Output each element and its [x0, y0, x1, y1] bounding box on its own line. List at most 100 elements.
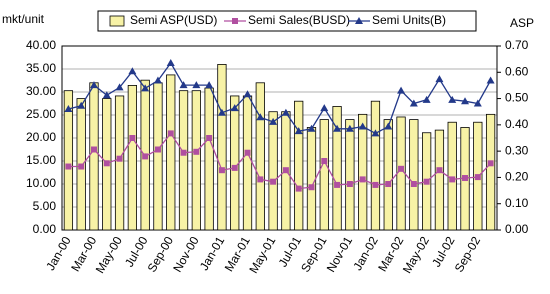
bar — [332, 106, 342, 231]
bar — [370, 100, 381, 231]
marker — [142, 153, 149, 160]
marker — [154, 146, 161, 153]
marker — [358, 122, 367, 130]
marker — [232, 18, 238, 24]
marker — [372, 181, 379, 188]
marker — [435, 75, 444, 83]
marker — [449, 176, 456, 183]
bar — [230, 95, 240, 231]
marker — [371, 129, 380, 137]
marker — [398, 165, 405, 172]
y-tick-label: 35.00 — [26, 61, 56, 75]
marker — [179, 81, 188, 89]
marker — [294, 127, 303, 135]
marker — [385, 181, 392, 187]
marker — [217, 108, 226, 116]
marker — [436, 167, 443, 174]
marker — [115, 83, 124, 91]
marker — [102, 91, 111, 99]
marker — [166, 59, 175, 67]
y2-tick-label: 0.70 — [505, 38, 529, 52]
marker — [461, 97, 470, 105]
bar — [485, 113, 496, 231]
marker — [462, 175, 469, 182]
bar — [166, 74, 176, 231]
marker — [473, 99, 482, 107]
marker — [90, 146, 97, 153]
bar — [127, 85, 137, 231]
bar — [358, 113, 368, 231]
marker — [153, 76, 162, 84]
bar — [383, 119, 393, 231]
marker — [359, 176, 366, 183]
bar — [153, 82, 163, 231]
bar — [345, 119, 355, 231]
y2-tick-label: 0.60 — [505, 64, 529, 78]
marker — [128, 67, 137, 75]
x-tick-label: Nov-01 — [324, 234, 356, 275]
bar — [434, 129, 445, 231]
marker — [141, 84, 150, 92]
marker — [244, 149, 251, 156]
marker — [65, 163, 72, 170]
marker — [334, 181, 341, 188]
x-tick-label: Nov-00 — [170, 234, 202, 275]
marker — [384, 122, 393, 130]
marker — [129, 135, 136, 141]
x-tick-label: Sep-02 — [452, 234, 484, 275]
y-tick-label: 10.00 — [26, 176, 56, 190]
y-tick-label: 25.00 — [26, 107, 56, 121]
y2-tick-label: 0.40 — [505, 117, 529, 131]
y-axis-title: mkt/unit — [2, 12, 45, 26]
marker — [206, 135, 213, 141]
marker — [282, 167, 289, 174]
marker — [409, 99, 418, 107]
bar — [268, 111, 278, 231]
bar — [191, 90, 201, 231]
marker — [77, 101, 86, 109]
marker — [474, 174, 481, 181]
marker — [193, 148, 200, 155]
marker — [423, 178, 430, 185]
bar — [409, 119, 419, 231]
y-tick-label: 40.00 — [26, 38, 56, 52]
y2-tick-label: 0.10 — [505, 196, 529, 210]
marker — [205, 81, 214, 89]
x-tick-label: May-02 — [400, 234, 432, 276]
bar — [255, 82, 265, 231]
marker — [180, 149, 187, 156]
marker — [448, 95, 457, 103]
bar — [178, 90, 189, 231]
bar — [294, 100, 304, 231]
bar — [319, 119, 329, 231]
marker — [320, 104, 329, 112]
bar — [204, 87, 214, 231]
bar — [396, 116, 406, 231]
bar — [89, 82, 99, 231]
marker — [270, 178, 277, 185]
marker — [89, 81, 98, 89]
y-tick-label: 15.00 — [26, 153, 56, 167]
y2-tick-label: 0.50 — [505, 91, 529, 105]
marker — [307, 124, 316, 132]
y-tick-label: 20.00 — [26, 130, 56, 144]
marker — [243, 90, 252, 98]
marker — [257, 176, 264, 183]
line — [68, 61, 492, 135]
marker — [355, 17, 363, 24]
marker — [167, 130, 174, 137]
marker — [78, 163, 85, 170]
bar — [63, 90, 74, 231]
bar — [242, 95, 253, 231]
marker — [64, 105, 73, 113]
marker — [346, 181, 353, 187]
plot-frame — [61, 45, 498, 231]
marker — [308, 184, 315, 191]
legend-box — [97, 10, 477, 32]
marker — [231, 164, 238, 171]
marker — [230, 104, 239, 112]
marker — [397, 86, 406, 94]
bar — [447, 121, 457, 231]
marker — [333, 124, 342, 132]
y2-tick-label: 0.00 — [505, 222, 529, 236]
